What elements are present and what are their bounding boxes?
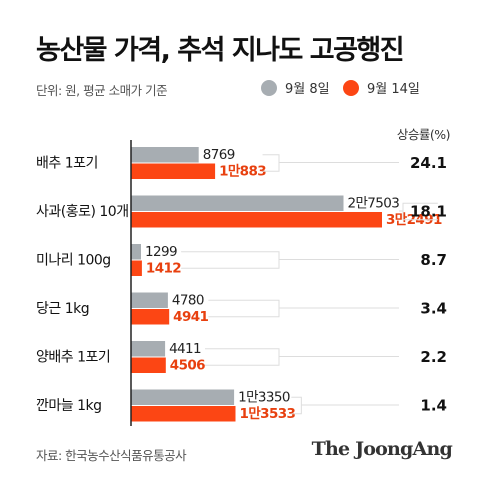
legend-item-sep14: 9월 14일 [343,78,420,97]
data-label: 4506 [170,358,205,374]
bar [131,357,166,373]
bar [131,341,166,357]
source-note: 자료: 한국농수산식품유통공사 [36,448,187,463]
connector-line [262,154,399,172]
rate-value: 1.4 [420,397,447,415]
category-label: 깐마늘 1kg [36,398,102,414]
connector-line [399,202,438,221]
rate-value: 18.1 [410,203,447,221]
category-label: 양배추 1포기 [36,350,110,366]
brand-logo: The JoongAng [311,438,453,460]
bar [131,260,142,276]
rate-value: 3.4 [420,300,447,318]
connector-line [181,251,399,269]
category-label: 사과(홍로) 10개 [36,204,129,220]
legend-label-sep8: 9월 8일 [285,82,330,97]
connector-line [205,348,399,366]
legend-swatch-sep14 [343,79,359,96]
legend-swatch-sep8 [261,79,277,96]
data-label: 1만3350 [238,390,290,406]
data-label: 4941 [173,309,208,325]
data-label: 2만7503 [347,196,399,212]
category-label: 미나리 100g [36,253,111,269]
bar [131,195,344,211]
data-label: 1412 [146,261,181,277]
bar [131,212,382,228]
connector-line [291,396,399,415]
data-label: 4780 [172,293,204,309]
rate-value: 24.1 [410,154,447,172]
connector-line [208,299,399,318]
unit-note: 단위: 원, 평균 소매가 기준 [36,83,168,98]
legend-item-sep8: 9월 8일 [261,78,330,97]
page-title: 농산물 가격, 추석 지나도 고공행진 [36,35,405,66]
bar [131,147,199,163]
data-label: 1만3533 [240,406,296,422]
legend-label-sep14: 9월 14일 [367,82,420,97]
rate-value: 8.7 [420,251,447,269]
data-label: 1299 [145,244,177,260]
bar [131,163,216,179]
data-label: 4411 [169,341,201,357]
bar [131,244,141,260]
rate-header: 상승률(%) [396,127,451,142]
category-label: 당근 1kg [36,301,89,317]
bar [131,406,236,422]
data-label: 1만883 [219,164,266,180]
data-label: 8769 [203,147,235,163]
rate-value: 2.2 [420,348,447,366]
bar [131,389,235,405]
category-label: 배추 1포기 [36,156,98,172]
bar [131,309,170,325]
bar [131,292,168,308]
